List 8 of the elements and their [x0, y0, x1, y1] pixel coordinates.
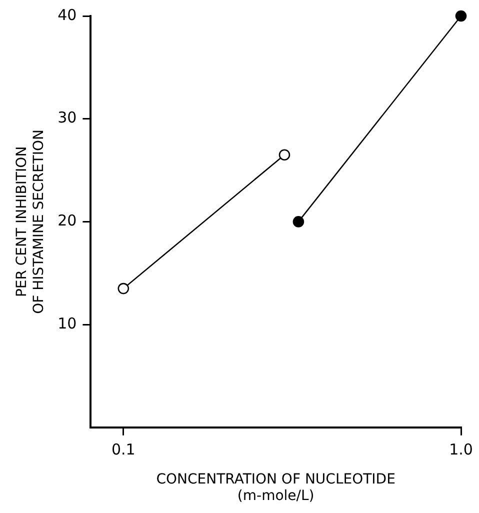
x-tick-label: 1.0: [449, 440, 473, 458]
y-axis-title: PER CENT INHIBITION OF HISTAMINE SECRETION: [14, 130, 47, 314]
x-tick-label: 0.1: [111, 440, 136, 458]
x-axis-title: CONCENTRATION OF NUCLEOTIDE (m-mole/L): [156, 471, 396, 504]
y-tick-label: 30: [58, 108, 77, 127]
y-tick-label: 40: [58, 6, 77, 24]
y-tick-label: 20: [58, 212, 77, 230]
y-tick-label: 10: [58, 314, 77, 332]
